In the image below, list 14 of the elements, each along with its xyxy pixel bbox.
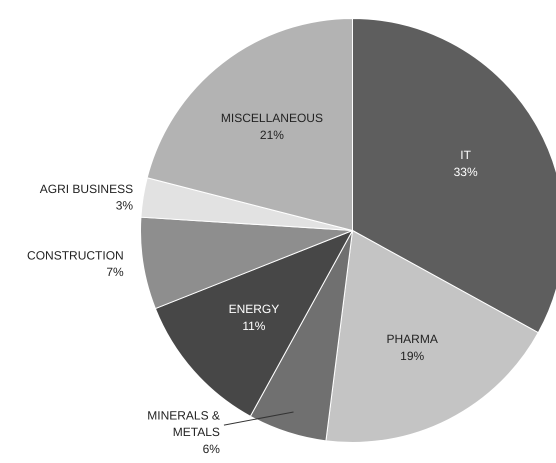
slice-label: PHARMA [386, 332, 438, 346]
data-label: 21% [260, 128, 284, 142]
slice-label: MISCELLANEOUS [220, 111, 323, 126]
data-label: 7% [106, 265, 124, 280]
slice-label: CONSTRUCTION [27, 248, 124, 262]
data-label: 33% [454, 164, 478, 179]
slice-label: ENERGY [228, 302, 280, 316]
data-label: 19% [400, 349, 425, 364]
slice-label: MINERALS & METALS [147, 408, 220, 440]
slice-label: IT [460, 148, 472, 162]
data-label: 3% [116, 198, 134, 213]
data-label: 6% [202, 442, 220, 456]
data-label: 11% [242, 318, 266, 333]
slice-label: AGRI BUSINESS [40, 182, 134, 196]
